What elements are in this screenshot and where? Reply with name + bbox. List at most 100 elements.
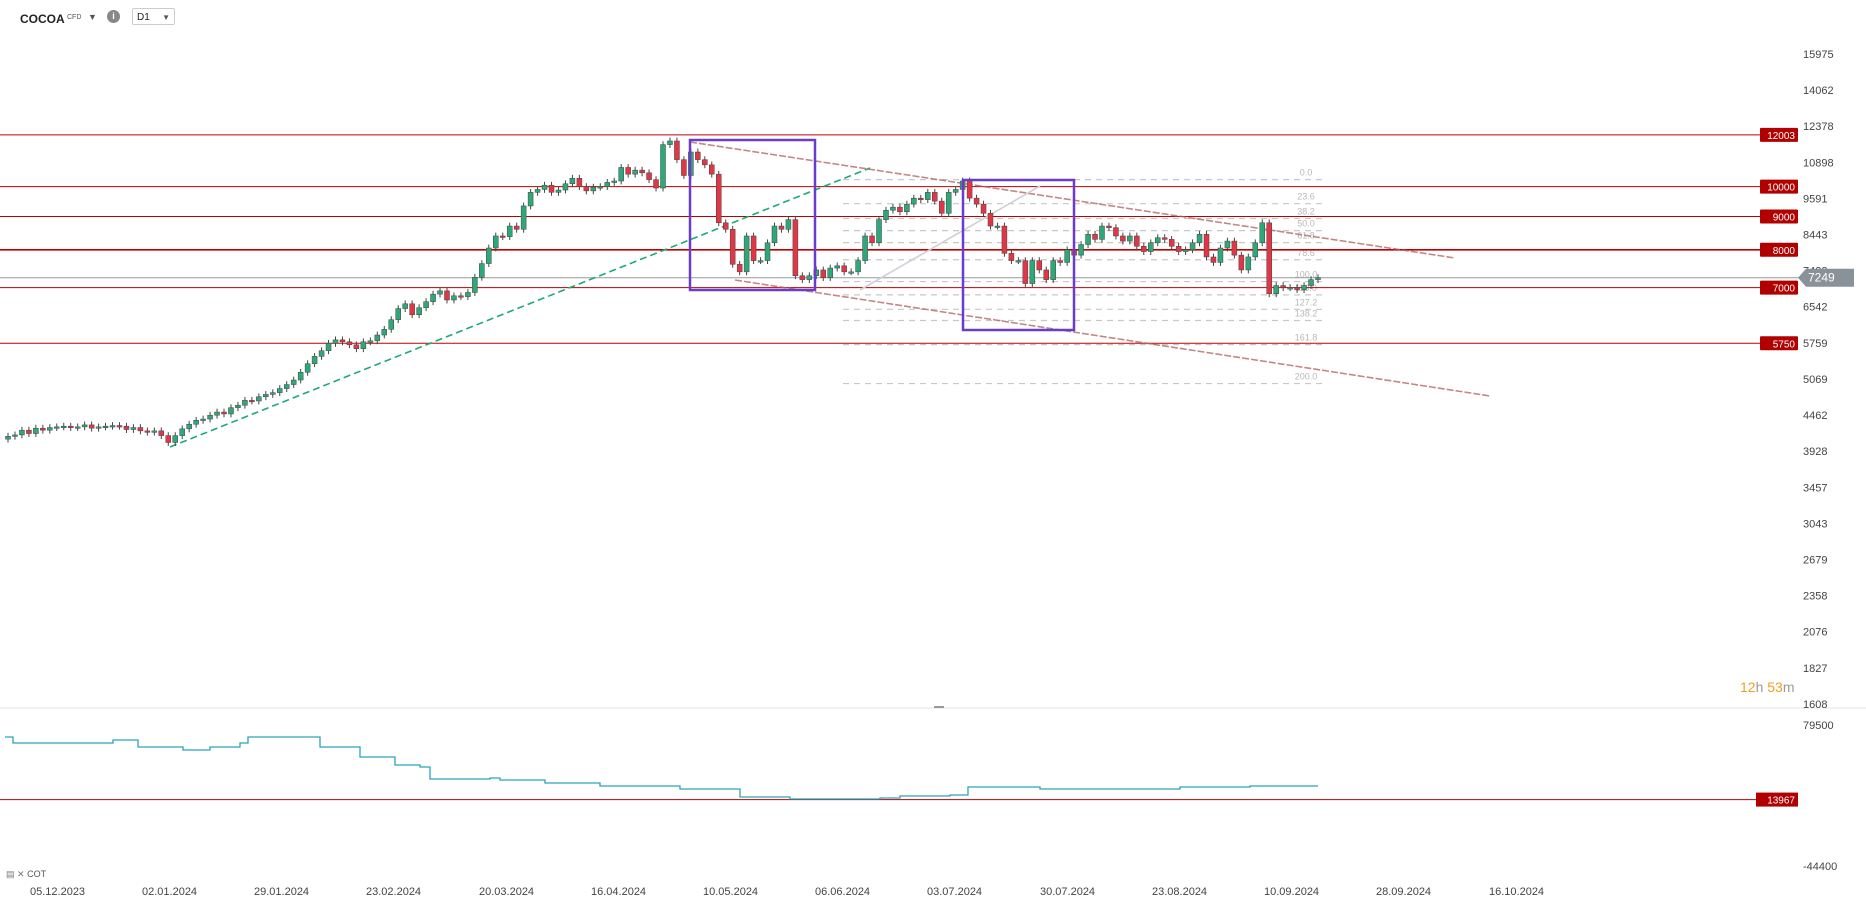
candle-106 [743, 232, 750, 276]
candle-126 [883, 206, 889, 224]
candle-body-166 [1161, 237, 1168, 240]
info-icon[interactable]: i [107, 10, 120, 23]
candle-119 [834, 262, 840, 272]
candle-27 [193, 416, 199, 428]
candle-body-68 [479, 263, 485, 278]
candle-body-111 [778, 225, 785, 230]
candle-63 [444, 287, 450, 304]
candle-114 [799, 272, 806, 284]
candle-44 [311, 352, 318, 368]
candle-9 [67, 422, 74, 431]
candle-157 [1099, 222, 1105, 243]
candle-32 [228, 404, 234, 418]
caret-down-icon[interactable]: ▼ [88, 12, 97, 22]
candle-160 [1120, 232, 1126, 245]
time-axis[interactable]: 05.12.2023 02.01.2024 29.01.2024 23.02.2024… [30, 886, 1544, 898]
candle-155 [1085, 230, 1091, 248]
fib-base-line [859, 185, 1041, 291]
candle-body-7 [54, 426, 60, 429]
candle-83 [583, 183, 590, 195]
candle-14 [102, 422, 109, 431]
price-axis[interactable]: 1597514062123781089895918443743265425759… [1803, 49, 1834, 711]
candle-180 [1259, 219, 1266, 247]
candle-163 [1141, 242, 1147, 255]
candle-77 [541, 181, 548, 193]
candle-74 [520, 202, 527, 233]
candle-body-53 [374, 334, 381, 342]
level-badge-text-12003: 12003 [1767, 131, 1795, 142]
candle-15 [109, 422, 116, 430]
candle-body-179 [1252, 242, 1259, 258]
level-badge-9000: 9000 [1760, 209, 1798, 224]
candle-177 [1238, 251, 1245, 274]
pattern-boxes[interactable] [688, 138, 1076, 332]
cot-level-badge-bg [1756, 792, 1798, 807]
candle-162 [1134, 232, 1140, 250]
candle-156 [1092, 230, 1098, 243]
pattern-box-2 [961, 178, 1076, 332]
candle-167 [1168, 235, 1175, 250]
candle-body-3 [26, 429, 32, 434]
candle-92 [646, 169, 652, 184]
cot-indicator: 79500 -44400 13967 [0, 720, 1837, 873]
candle-2 [19, 426, 25, 439]
candle-108 [757, 257, 764, 265]
candle-130 [911, 194, 917, 208]
candle-56 [395, 305, 401, 324]
candle-body-67 [472, 277, 478, 293]
candle-body-92 [646, 172, 652, 180]
candle-body-0 [5, 436, 11, 440]
horizontal-levels[interactable] [0, 134, 1800, 344]
candle-47 [332, 336, 339, 347]
cot-indicator-label[interactable]: ▤ ✕ COT [6, 869, 46, 880]
candle-54 [381, 325, 388, 339]
candle-body-180 [1259, 222, 1266, 244]
fib-label-10: 161.8 [1295, 333, 1318, 343]
candle-body-35 [249, 400, 255, 403]
candle-181 [1266, 219, 1272, 298]
candle-168 [1175, 242, 1182, 255]
close-icon[interactable]: ✕ [17, 869, 25, 879]
chevron-down-icon: ▼ [162, 13, 170, 22]
candle-72 [506, 222, 513, 241]
candle-body-113 [792, 219, 799, 276]
candle-body-138 [966, 180, 973, 199]
trend-lines[interactable] [169, 141, 1491, 448]
indicator-settings-icon[interactable]: ▤ [6, 869, 15, 879]
candle-6 [47, 424, 53, 434]
candle-body-177 [1238, 254, 1245, 271]
candle-169 [1182, 246, 1189, 255]
candle-body-165 [1154, 237, 1161, 244]
candle-body-107 [750, 235, 757, 261]
candle-80 [562, 180, 569, 194]
candle-187 [1308, 276, 1314, 289]
candle-148 [1036, 257, 1043, 274]
candle-body-85 [597, 186, 604, 189]
symbol-type-label: CFD [67, 14, 82, 21]
candle-body-60 [423, 301, 429, 308]
candle-body-94 [660, 144, 666, 189]
candle-107 [750, 232, 757, 265]
candle-49 [346, 338, 353, 349]
candle-body-159 [1113, 227, 1119, 237]
level-badge-8000: 8000 [1760, 242, 1798, 257]
candle-21 [151, 427, 158, 436]
candle-body-182 [1273, 285, 1279, 294]
candle-body-164 [1148, 242, 1154, 252]
candle-body-37 [263, 394, 269, 398]
symbol-name[interactable]: COCOA [20, 12, 65, 26]
pattern-box-1 [688, 138, 817, 292]
candle-99 [695, 148, 701, 164]
candle-188 [1315, 274, 1321, 284]
candle-128 [897, 203, 903, 216]
candle-body-136 [952, 189, 959, 193]
candle-body-32 [228, 407, 234, 415]
chart-toolbar: COCOA CFD ▼ i D1 ▼ [0, 0, 1866, 36]
candle-body-12 [88, 424, 95, 429]
timeframe-select[interactable]: D1 ▼ [132, 8, 175, 25]
candle-body-51 [360, 341, 367, 349]
pane-resize-handle[interactable] [934, 706, 944, 708]
candle-33 [235, 401, 241, 412]
candle-body-22 [158, 430, 165, 436]
